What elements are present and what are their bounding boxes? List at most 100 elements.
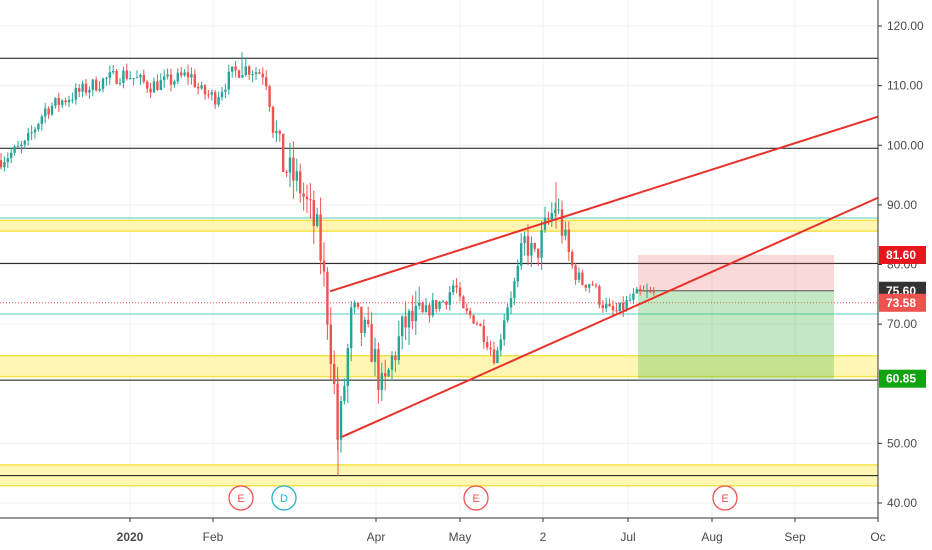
- candle-body: [608, 303, 611, 307]
- candle-body: [305, 196, 309, 200]
- candle-body: [64, 100, 67, 103]
- candle-body: [472, 315, 475, 324]
- candle-body: [537, 248, 540, 258]
- price-tag-box: [879, 245, 926, 264]
- candle-body: [237, 70, 241, 78]
- x-tick-label: Sep: [784, 530, 806, 544]
- candle-body: [339, 401, 343, 440]
- candle-body: [207, 94, 210, 96]
- candle-body: [465, 308, 468, 311]
- candle-body: [421, 302, 424, 313]
- candle-body: [139, 74, 142, 78]
- candle-body: [639, 289, 642, 291]
- candle-body: [61, 100, 64, 105]
- y-tick-label: 100.00: [887, 138, 924, 152]
- candle-body: [441, 301, 445, 303]
- position-box[interactable]: [638, 254, 834, 379]
- candle-body: [577, 272, 581, 280]
- candle-body: [108, 72, 111, 78]
- candle-body: [193, 74, 196, 87]
- trend-channel[interactable]: [329, 115, 879, 438]
- event-marker-circle: [463, 485, 489, 511]
- candle-body: [186, 72, 190, 78]
- candle-body: [33, 129, 37, 133]
- candle-body: [16, 146, 20, 148]
- candle-body: [462, 296, 465, 309]
- candle-body: [163, 76, 166, 81]
- candle-body: [105, 77, 108, 79]
- candle-body: [319, 214, 322, 261]
- candle-body: [214, 92, 217, 105]
- x-axis-background: [0, 518, 932, 550]
- candle-body: [360, 306, 363, 333]
- candle-body: [489, 347, 492, 350]
- candle-body: [356, 302, 360, 307]
- candle-body: [220, 91, 224, 98]
- candle-body: [258, 72, 261, 74]
- candle-body: [469, 310, 472, 316]
- candle-body: [13, 146, 16, 153]
- candle-body: [0, 160, 3, 168]
- candle-body: [10, 152, 13, 159]
- candle-body: [98, 88, 101, 91]
- candle-body: [78, 88, 81, 92]
- candle-body: [407, 310, 411, 328]
- candle-body: [309, 199, 312, 201]
- y-tick-label: 120.00: [887, 19, 924, 33]
- x-tick-label: Aug: [701, 530, 722, 544]
- candle-body: [190, 74, 193, 78]
- candle-body: [350, 307, 353, 349]
- candle-body: [594, 285, 598, 287]
- candle-body: [159, 80, 162, 90]
- candle-body: [387, 369, 390, 377]
- event-marker-label: D: [280, 493, 288, 505]
- y-tick-label: 70.00: [887, 317, 917, 331]
- candle-body: [275, 130, 278, 133]
- candle-body: [526, 236, 530, 256]
- candle-body: [492, 349, 496, 364]
- candle-body: [44, 108, 47, 117]
- candle-body: [625, 300, 628, 311]
- candle-body: [278, 130, 281, 134]
- candle-body: [23, 140, 26, 145]
- candle-body: [180, 72, 183, 76]
- candle-body: [88, 89, 91, 93]
- candle-body: [234, 66, 237, 71]
- candle-body: [316, 214, 319, 226]
- candle-body: [414, 305, 417, 322]
- candle-body: [6, 158, 9, 163]
- y-tick-label: 40.00: [887, 496, 917, 510]
- candle-body: [380, 373, 383, 390]
- candle-body: [588, 284, 591, 288]
- candle-body: [50, 105, 54, 115]
- candle-body: [363, 319, 366, 333]
- candle-body: [618, 302, 621, 311]
- candle-body: [173, 81, 176, 85]
- candle-body: [652, 291, 655, 293]
- candle-body: [343, 385, 346, 402]
- candle-body: [390, 355, 394, 370]
- candle-body: [20, 144, 23, 147]
- candle-body: [571, 251, 574, 266]
- upper-trend-line: [329, 115, 879, 293]
- candle-body: [509, 298, 513, 308]
- candle-body: [513, 281, 516, 299]
- candle-body: [458, 287, 462, 297]
- candle-body: [112, 70, 115, 73]
- candle-body: [486, 342, 489, 348]
- candle-body: [30, 132, 33, 134]
- price-tag-box: [879, 369, 926, 388]
- candle-body: [455, 285, 458, 288]
- candle-body: [475, 323, 479, 325]
- candle-body: [394, 355, 397, 361]
- candle-body: [302, 193, 305, 197]
- candle-body: [149, 88, 152, 93]
- candle-body: [67, 99, 71, 103]
- event-marker-circle: [228, 485, 254, 511]
- y-tick-label: 50.00: [887, 436, 917, 450]
- candle-body: [265, 77, 268, 87]
